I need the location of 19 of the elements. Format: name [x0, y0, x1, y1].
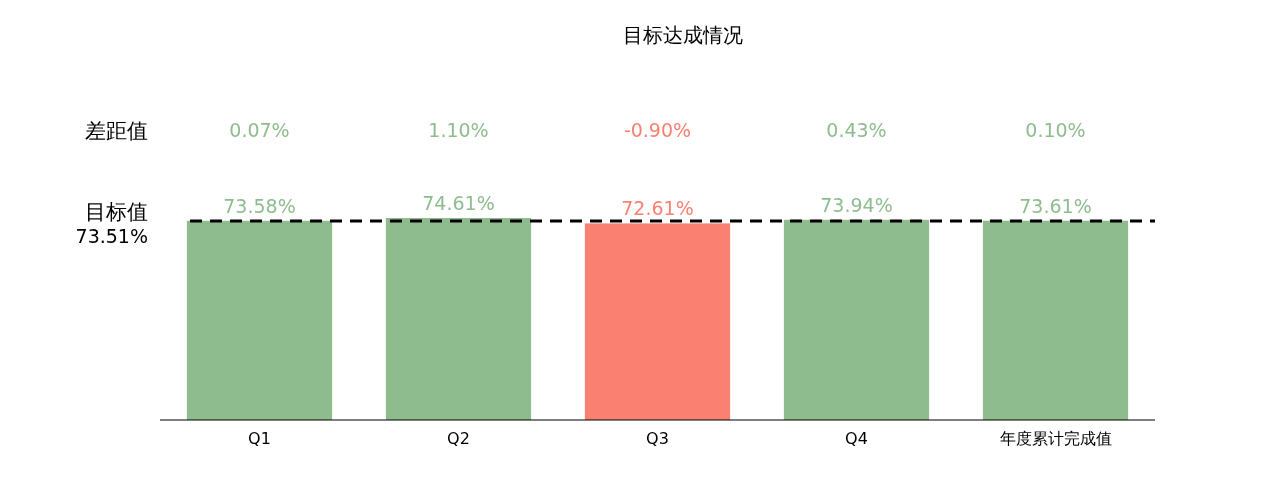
text: 73.51% — [75, 224, 148, 247]
chart-title: 目标达成情况 — [622, 23, 743, 47]
x-tick-label: Q3 — [646, 429, 669, 448]
text: 差距值 — [85, 119, 148, 143]
data-label: 72.61% — [621, 197, 694, 220]
text: -0.90% — [623, 119, 692, 141]
x-tick-label: Q4 — [845, 429, 868, 448]
data-label: 73.94% — [820, 193, 893, 216]
ref-line-label: 目标值 — [85, 199, 148, 224]
data-label: 73.58% — [223, 194, 296, 217]
text: 0.07% — [229, 119, 290, 141]
text: 0.10% — [1025, 119, 1086, 141]
text: 0.43% — [826, 119, 887, 141]
x-tick-label: 年度累计完成值 — [999, 429, 1112, 448]
x-tick-label: Q1 — [248, 429, 271, 448]
data-label: 74.61% — [422, 192, 495, 214]
x-tick-label: Q2 — [447, 429, 470, 448]
data-label: 73.61% — [1019, 194, 1092, 217]
text: 1.10% — [428, 119, 489, 141]
